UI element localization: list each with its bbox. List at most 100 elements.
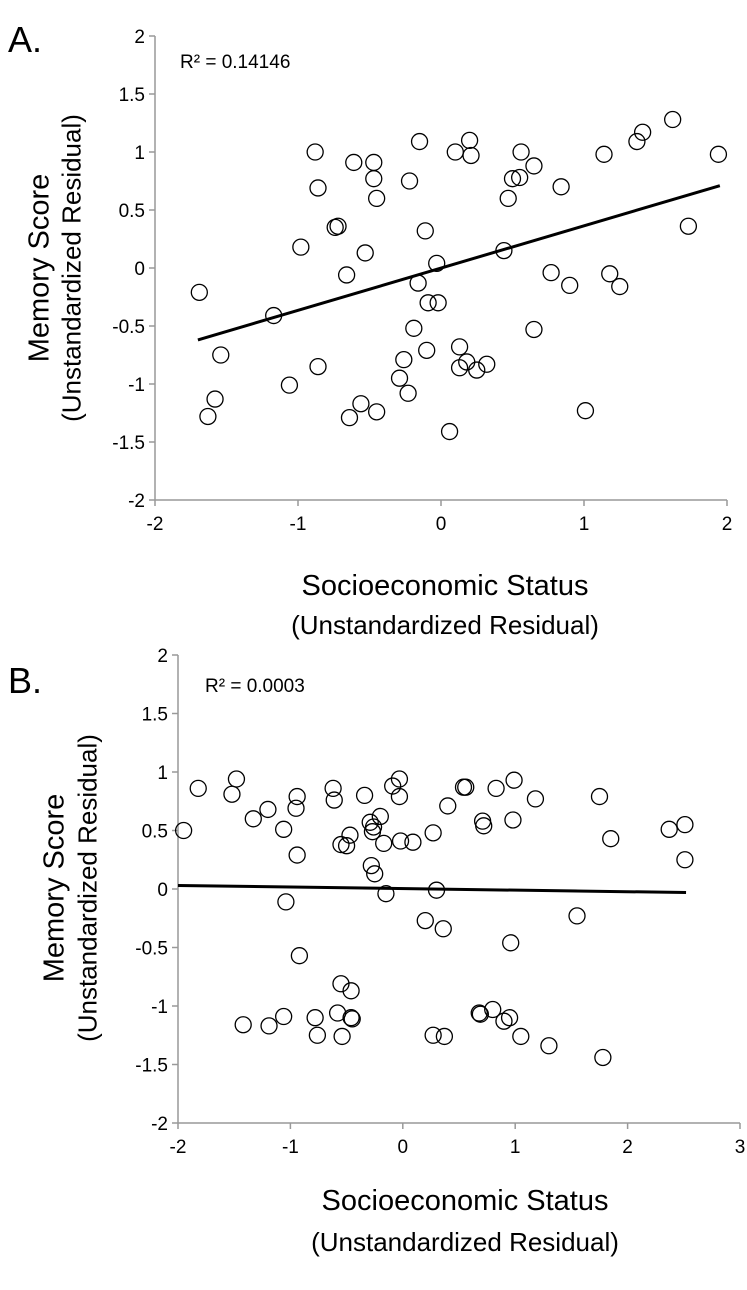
data-point	[504, 811, 522, 829]
data-point	[664, 110, 682, 129]
data-point	[458, 353, 476, 371]
data-point	[234, 1016, 252, 1034]
data-point	[361, 813, 379, 831]
data-point	[428, 254, 446, 273]
data-point	[332, 975, 350, 993]
data-point	[484, 1000, 502, 1019]
data-point	[405, 319, 423, 337]
data-point	[391, 832, 410, 850]
y-tick-label: 1	[157, 763, 168, 784]
data-point	[679, 217, 698, 235]
data-point	[602, 830, 620, 848]
data-point	[377, 885, 395, 903]
data-point	[265, 306, 283, 325]
data-point	[478, 355, 496, 373]
data-point	[343, 1010, 361, 1028]
data-point	[552, 178, 570, 196]
data-point	[275, 820, 293, 838]
panel-b: B. Memory Score (Unstandardized Residual…	[0, 645, 747, 1290]
x-tick-label: -2	[147, 514, 164, 535]
data-point	[306, 143, 324, 161]
x-tick-label: 1	[510, 1137, 521, 1158]
data-point	[446, 143, 464, 161]
panel-letter: B.	[8, 660, 43, 701]
y-tick-label: 1.5	[119, 85, 145, 106]
data-point	[324, 779, 342, 798]
data-point	[325, 791, 343, 809]
data-point	[212, 346, 230, 364]
data-point	[341, 826, 359, 844]
data-point	[337, 266, 356, 284]
data-point	[424, 1026, 442, 1044]
data-point	[628, 132, 646, 151]
data-point	[499, 189, 517, 208]
data-point	[189, 779, 207, 798]
data-point	[594, 1048, 612, 1067]
data-point	[259, 800, 277, 819]
data-point	[471, 1005, 490, 1023]
x-tick-label: 2	[722, 514, 733, 535]
x-axis-subtitle: (Unstandardized Residual)	[291, 610, 599, 640]
y-tick-label: 0	[157, 880, 168, 901]
data-point	[365, 170, 383, 188]
data-point	[227, 770, 246, 788]
data-point	[468, 361, 486, 379]
data-point	[288, 846, 306, 864]
data-point	[568, 907, 586, 925]
data-point	[487, 779, 505, 798]
data-point	[709, 145, 728, 163]
data-point	[365, 153, 383, 172]
data-point	[362, 856, 380, 875]
data-point	[419, 294, 437, 312]
data-point	[525, 320, 543, 339]
data-point	[404, 833, 422, 851]
data-point	[399, 384, 417, 402]
data-point	[434, 920, 452, 938]
data-point	[660, 820, 678, 838]
data-point	[309, 357, 327, 376]
x-tick-label: 0	[436, 514, 447, 535]
x-tick-label: -2	[170, 1137, 187, 1158]
x-tick-label: 3	[735, 1137, 746, 1158]
data-point	[525, 157, 543, 175]
y-tick-label: -1	[128, 375, 145, 396]
data-point	[292, 238, 310, 256]
data-point	[435, 1027, 454, 1046]
data-point	[512, 143, 530, 161]
data-point	[364, 818, 383, 836]
x-tick-label: 1	[579, 514, 590, 535]
data-point	[367, 403, 386, 421]
data-point	[495, 1012, 513, 1030]
data-point	[503, 170, 522, 188]
data-point	[439, 797, 457, 815]
data-point	[511, 168, 529, 187]
r-squared-label: R² = 0.14146	[180, 52, 290, 73]
y-tick-label: 2	[134, 27, 145, 48]
y-tick-label: 0	[134, 259, 145, 280]
data-point	[287, 799, 305, 817]
data-point	[410, 132, 429, 151]
data-point	[337, 837, 356, 855]
data-point	[395, 350, 413, 369]
data-point	[366, 865, 384, 883]
data-point	[450, 338, 469, 356]
data-point	[328, 1004, 347, 1022]
r-squared-label: R² = 0.0003	[205, 676, 305, 697]
x-tick-label: 2	[622, 1137, 633, 1158]
data-point	[384, 777, 402, 795]
data-point	[416, 222, 434, 240]
data-point	[332, 835, 350, 854]
y-tick-label: 1	[134, 143, 145, 164]
data-point	[676, 851, 694, 869]
data-point	[280, 376, 299, 394]
data-point	[416, 911, 434, 930]
y-tick-label: -1	[151, 997, 168, 1018]
data-point	[190, 283, 208, 302]
data-point	[502, 934, 520, 952]
trendline	[197, 184, 721, 342]
data-point	[390, 787, 409, 806]
data-point	[306, 1009, 324, 1027]
data-point	[462, 146, 480, 165]
data-point	[275, 1007, 293, 1026]
data-point	[512, 1027, 530, 1046]
